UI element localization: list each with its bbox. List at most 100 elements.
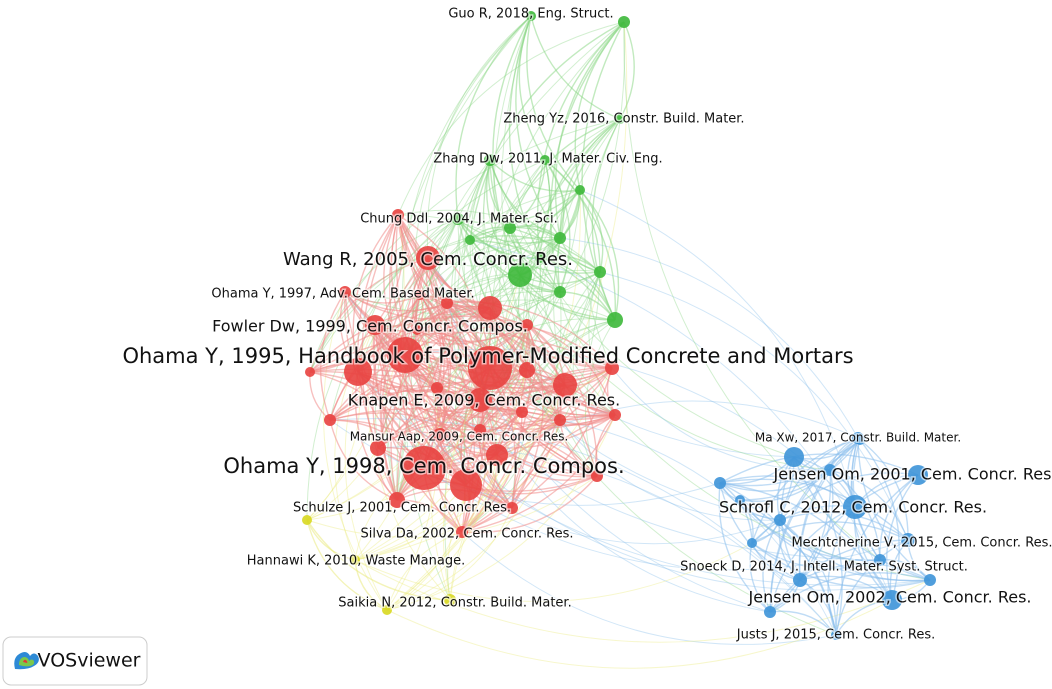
link	[719, 478, 909, 541]
link	[397, 209, 601, 273]
node	[591, 470, 603, 482]
link	[769, 610, 837, 636]
node	[575, 185, 585, 195]
node	[554, 232, 566, 244]
node	[415, 290, 425, 300]
node	[324, 414, 336, 426]
link	[423, 367, 613, 469]
node-label: Ohama Y, 1995, Handbook of Polymer-Modif…	[122, 344, 853, 368]
node	[444, 594, 456, 606]
node	[764, 606, 776, 618]
node	[305, 367, 315, 377]
node	[516, 406, 528, 418]
node	[302, 515, 312, 525]
logo-box	[2, 636, 148, 686]
link	[419, 294, 528, 371]
link	[779, 519, 881, 562]
link	[553, 118, 621, 386]
node	[553, 373, 577, 397]
link	[397, 214, 491, 369]
node	[607, 312, 623, 328]
node	[554, 414, 566, 426]
link	[461, 367, 613, 533]
node	[468, 346, 512, 390]
link	[519, 274, 931, 581]
link	[329, 408, 598, 477]
node	[535, 253, 545, 263]
node	[456, 526, 468, 538]
node-label: Wang R, 2005, Cem. Concr. Res.	[283, 249, 573, 270]
node-label: Schulze J, 2001, Cem. Concr. Res.	[293, 501, 511, 516]
link	[465, 414, 616, 486]
link	[719, 475, 856, 508]
node-label: Hannawi K, 2010, Waste Manage.	[247, 554, 465, 569]
link	[479, 271, 601, 401]
link	[329, 294, 421, 421]
node	[478, 296, 502, 320]
link	[319, 291, 346, 421]
node-label: Snoeck D, 2014, J. Intell. Mater. Syst. …	[680, 560, 968, 575]
node-label: Mansur Aap, 2009, Cem. Concr. Res.	[350, 430, 569, 444]
node	[747, 538, 757, 548]
node-label: Knapen E, 2009, Cem. Concr. Res.	[348, 391, 620, 410]
link	[496, 454, 598, 481]
node	[465, 235, 475, 245]
link	[386, 454, 498, 611]
link	[386, 507, 513, 611]
link	[584, 118, 621, 369]
link	[769, 469, 832, 613]
link	[719, 482, 753, 544]
link	[309, 239, 471, 373]
node	[441, 297, 453, 309]
link	[377, 387, 438, 449]
link	[457, 218, 561, 244]
link	[519, 274, 831, 471]
link	[751, 542, 931, 589]
node	[615, 114, 625, 124]
link	[461, 291, 562, 533]
link	[426, 15, 532, 259]
logo-text: VOSviewer	[38, 650, 141, 672]
link	[521, 411, 616, 426]
logo[interactable]: VOSviewer	[2, 636, 148, 686]
link	[611, 367, 831, 471]
link	[469, 239, 893, 601]
link	[397, 214, 561, 293]
link	[489, 159, 561, 293]
link	[574, 21, 625, 191]
link	[449, 419, 561, 601]
link	[436, 387, 616, 427]
link	[386, 484, 467, 611]
node-label: Jensen Om, 2001, Cem. Concr. Res.	[773, 465, 1052, 484]
node	[843, 495, 867, 519]
link	[526, 324, 616, 416]
link	[544, 159, 571, 293]
link	[309, 257, 429, 373]
link	[478, 429, 513, 509]
link	[306, 519, 388, 611]
link	[579, 189, 620, 321]
link	[416, 299, 616, 331]
link	[559, 419, 837, 636]
link	[386, 419, 561, 611]
link	[386, 599, 893, 669]
node	[924, 574, 936, 586]
node-label: Ohama Y, 1998, Cem. Concr. Compos.	[223, 454, 624, 478]
node	[486, 444, 508, 466]
link	[439, 324, 528, 436]
link	[306, 214, 405, 521]
node	[508, 263, 532, 287]
link	[799, 563, 931, 581]
link	[469, 235, 601, 273]
node	[540, 155, 550, 165]
link	[419, 236, 561, 296]
node-label: Schrofl C, 2012, Cem. Concr. Res.	[719, 498, 987, 517]
node	[365, 315, 385, 335]
node-label: Mechtcherine V, 2015, Cem. Concr. Res.	[791, 536, 1052, 551]
link	[526, 324, 562, 421]
link	[581, 21, 625, 321]
node	[452, 213, 464, 225]
link	[354, 294, 430, 561]
link	[436, 387, 513, 509]
